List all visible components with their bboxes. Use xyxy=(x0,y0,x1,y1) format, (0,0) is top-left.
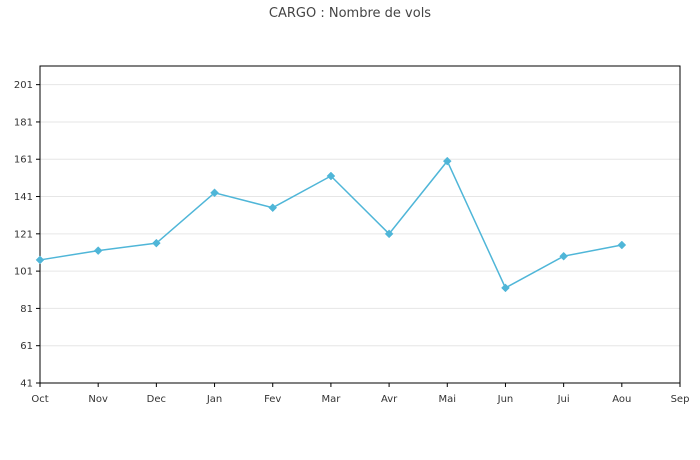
y-tick-label: 201 xyxy=(14,80,33,91)
y-tick-label: 81 xyxy=(20,304,33,315)
data-point-marker xyxy=(35,255,45,265)
data-point-marker xyxy=(93,246,103,255)
x-tick-label: Mai xyxy=(438,394,456,405)
data-point-marker xyxy=(617,240,627,250)
data-point-marker xyxy=(559,251,568,261)
data-point-marker xyxy=(210,188,219,198)
plot-area-border xyxy=(39,65,681,384)
y-tick-label: 141 xyxy=(14,192,33,203)
data-point-marker xyxy=(442,156,452,166)
y-tick-label: 181 xyxy=(14,117,33,128)
y-tick-label: 101 xyxy=(14,267,33,278)
x-tick-label: Jan xyxy=(206,394,222,405)
x-tick-label: Oct xyxy=(31,394,48,405)
x-axis-ticks: Oct Nov Dec Jan Fev Mar Avr Mai Jun Jui Aou Sep xyxy=(31,383,689,405)
data-point-marker xyxy=(384,229,394,239)
series-layer xyxy=(35,156,627,293)
data-point-marker xyxy=(152,238,161,248)
chart-title: CARGO : Nombre de vols xyxy=(268,6,432,21)
x-tick-label: Mar xyxy=(321,394,341,405)
y-tick-label: 61 xyxy=(20,341,33,352)
y-tick-label: 121 xyxy=(14,229,33,240)
y-tick-label: 161 xyxy=(14,155,33,166)
gridlines xyxy=(40,84,680,347)
x-tick-label: Aou xyxy=(612,394,631,405)
x-tick-label: Avr xyxy=(381,394,398,405)
x-tick-label: Jui xyxy=(557,394,570,405)
x-tick-label: Fev xyxy=(264,394,281,405)
x-tick-label: Sep xyxy=(671,394,690,405)
y-tick-label: 41 xyxy=(20,379,33,390)
data-point-marker xyxy=(268,203,278,213)
x-tick-label: Nov xyxy=(88,394,108,405)
data-point-marker xyxy=(501,283,510,293)
data-point-marker xyxy=(326,171,336,181)
y-axis-ticks: 41 61 81 101 121 141 161 181 201 xyxy=(14,80,40,390)
x-tick-label: Dec xyxy=(147,394,166,405)
x-tick-label: Jun xyxy=(497,394,514,405)
